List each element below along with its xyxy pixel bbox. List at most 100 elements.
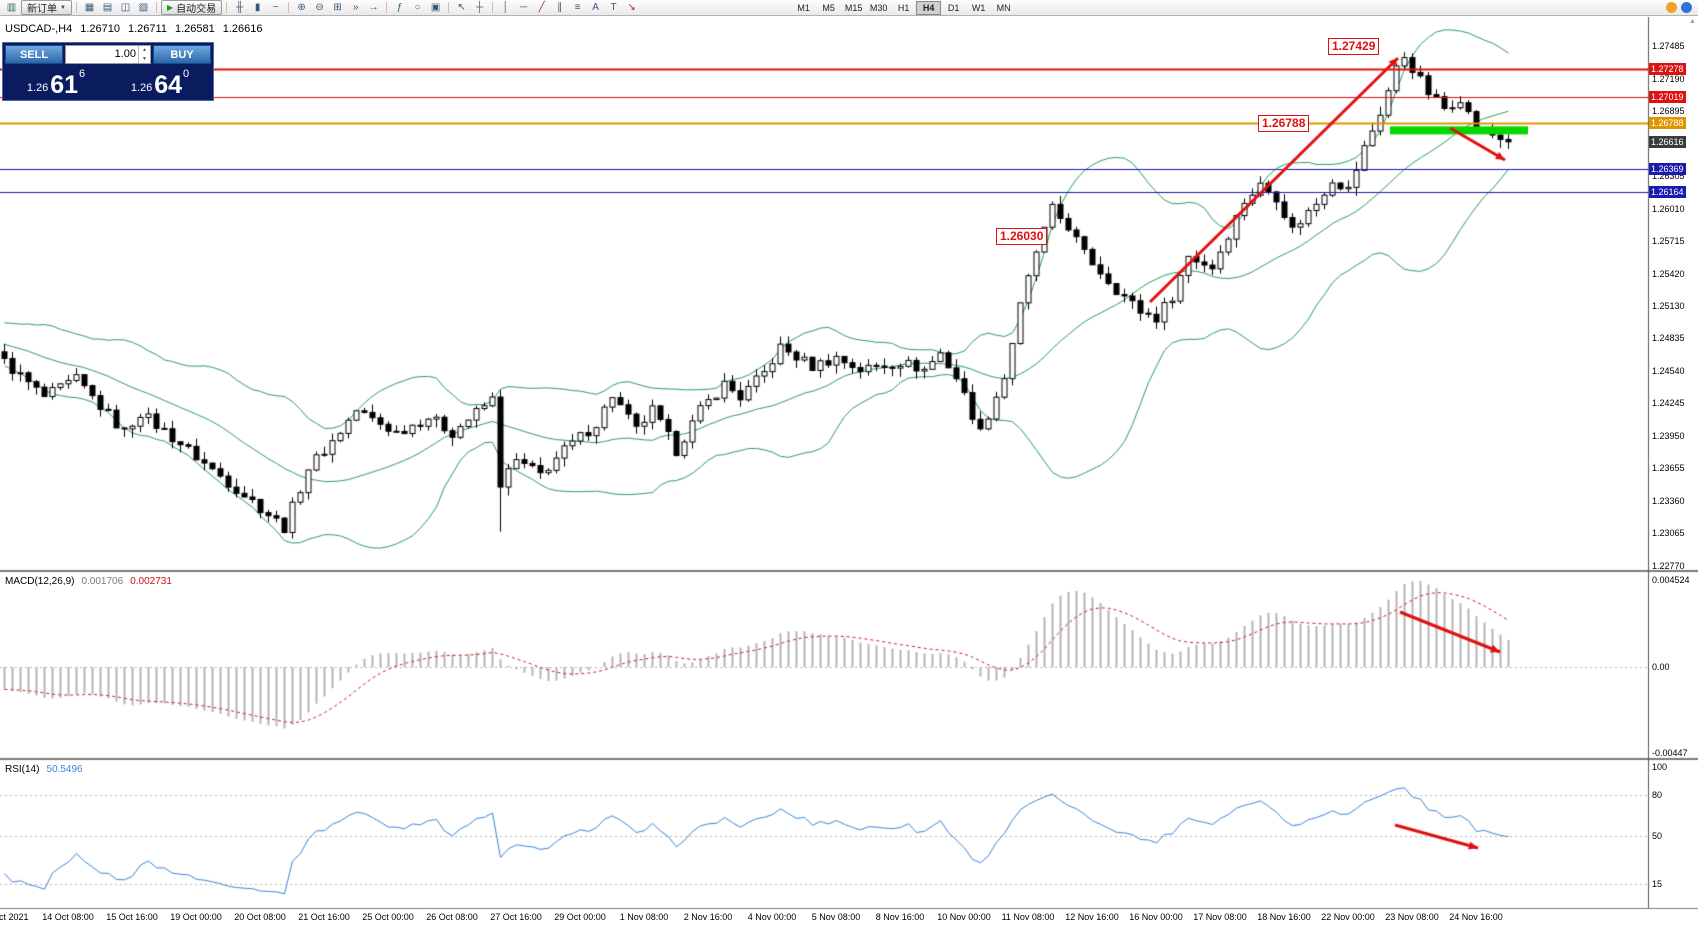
buy-price-big: 64 xyxy=(154,71,183,99)
time-axis-label: 18 Nov 16:00 xyxy=(1257,912,1311,922)
price-axis-label: 1.25715 xyxy=(1652,236,1685,247)
chart-canvas[interactable] xyxy=(0,17,1698,929)
high-value: 1.26711 xyxy=(128,23,167,35)
sell-button[interactable]: SELL xyxy=(5,45,63,64)
price-axis-label: 1.24540 xyxy=(1652,365,1685,376)
price-tag: 1.27019 xyxy=(1649,91,1686,104)
toolbar: ▥ 新订单 ▼ ▦ ▤ ◫ ▧ ▶ 自动交易 ╫ ▮ ~ ⊕ ⊖ ⊞ » → ƒ ○ ▣ ↖ ┼ │ ─ ╱ ∥ ≡ A T ↘ M1 M5 M… xyxy=(0,0,1698,16)
price-axis-label: 1.26895 xyxy=(1652,106,1685,117)
trendline-icon[interactable]: ╱ xyxy=(538,2,545,13)
new-order-button[interactable]: 新订单 ▼ xyxy=(21,0,72,15)
price-axis-label: 1.26305 xyxy=(1652,171,1685,182)
timeframe-m30[interactable]: M30 xyxy=(869,2,888,13)
time-axis-label: 19 Oct 00:00 xyxy=(170,912,222,922)
spinner-down-icon[interactable]: ▼ xyxy=(142,55,147,62)
buy-price-prefix: 1.26 xyxy=(130,82,153,94)
time-axis-label: 12 Nov 16:00 xyxy=(1065,912,1119,922)
price-axis-label: 1.25420 xyxy=(1652,268,1685,279)
open-value: 1.26710 xyxy=(80,23,120,35)
new-chart-icon[interactable]: ▥ xyxy=(6,2,17,13)
timeframe-m15[interactable]: M15 xyxy=(844,2,863,13)
bar-chart-icon[interactable]: ╫ xyxy=(236,2,244,13)
periods-icon[interactable]: ○ xyxy=(414,2,421,13)
new-order-button-label: 新订单 xyxy=(27,4,57,15)
autotrading-play-icon: ▶ xyxy=(166,3,174,12)
time-axis-label: 22 Nov 00:00 xyxy=(1321,912,1375,922)
rsi-axis-label: 100 xyxy=(1652,762,1668,772)
macd-label: MACD(12,26,9) xyxy=(5,576,75,587)
buy-price-display[interactable]: 1.26 64 0 xyxy=(109,66,211,98)
price-axis-label: 1.22770 xyxy=(1652,561,1685,571)
indicators-icon[interactable]: ƒ xyxy=(396,2,403,13)
zoom-in-icon[interactable]: ⊕ xyxy=(297,2,306,13)
candle-chart-icon[interactable]: ▮ xyxy=(254,2,261,13)
price-annotation[interactable]: 1.26030 xyxy=(996,228,1048,245)
sell-price-big: 61 xyxy=(50,71,79,99)
price-axis-label: 1.24245 xyxy=(1652,398,1685,409)
navigator-icon[interactable]: ▧ xyxy=(138,2,149,13)
news-badge[interactable] xyxy=(1681,2,1692,13)
price-tag: 1.26369 xyxy=(1649,163,1686,176)
time-axis-label: 23 Nov 08:00 xyxy=(1385,912,1439,922)
time-axis-label: 27 Oct 16:00 xyxy=(490,912,542,922)
time-axis-label: 25 Oct 00:00 xyxy=(362,912,414,922)
profiles-icon[interactable]: ▦ xyxy=(84,2,95,13)
timeframe-w1[interactable]: W1 xyxy=(971,2,986,13)
line-chart-icon[interactable]: ~ xyxy=(272,2,279,13)
market-watch-icon[interactable]: ▤ xyxy=(102,2,113,13)
timeframe-h4[interactable]: H4 xyxy=(916,0,942,15)
volume-input[interactable]: 1.00 xyxy=(114,48,136,60)
time-axis-label: 15 Oct 16:00 xyxy=(106,912,158,922)
horizontal-line-icon[interactable]: ─ xyxy=(520,2,528,13)
time-axis-label: 1 Nov 08:00 xyxy=(619,912,669,922)
price-axis-label: 1.23950 xyxy=(1652,430,1685,441)
time-axis-label: 2 Nov 16:00 xyxy=(683,912,733,922)
macd-indicator-header: MACD(12,26,9) 0.001706 0.002731 xyxy=(5,576,172,587)
time-axis-label: 20 Oct 08:00 xyxy=(234,912,286,922)
chart-window: USDCAD-,H4 1.26710 1.26711 1.26581 1.266… xyxy=(0,17,1698,929)
channel-icon[interactable]: ∥ xyxy=(557,2,563,13)
timeframe-mn[interactable]: MN xyxy=(996,2,1011,13)
time-axis-label: 13 Oct 2021 xyxy=(0,912,29,922)
text-icon[interactable]: A xyxy=(592,2,599,13)
cursor-icon[interactable]: ↖ xyxy=(457,2,466,13)
templates-icon[interactable]: ▣ xyxy=(430,2,441,13)
data-window-icon[interactable]: ◫ xyxy=(120,2,131,13)
auto-scroll-icon[interactable]: » xyxy=(352,2,359,13)
crosshair-icon[interactable]: ┼ xyxy=(476,2,484,13)
volume-box: 1.00 ▲ ▼ xyxy=(65,45,151,64)
price-axis-label: 1.23065 xyxy=(1652,528,1685,539)
arrows-tool-icon[interactable]: ↘ xyxy=(627,2,636,13)
tile-windows-icon[interactable]: ⊞ xyxy=(333,2,342,13)
toolbar-separator xyxy=(448,2,450,13)
price-annotation[interactable]: 1.26788 xyxy=(1258,115,1310,132)
timeframe-m1[interactable]: M1 xyxy=(797,2,810,13)
buy-button[interactable]: BUY xyxy=(153,45,211,64)
macd-main-value: 0.001706 xyxy=(81,576,124,587)
price-axis[interactable]: ▲ 1.274851.271901.268951.266001.263051.2… xyxy=(1649,17,1698,929)
price-axis-label: 1.27485 xyxy=(1652,41,1685,51)
timeframe-d1[interactable]: D1 xyxy=(947,2,960,13)
sell-price-display[interactable]: 1.26 61 6 xyxy=(5,66,107,98)
time-axis-label: 21 Oct 16:00 xyxy=(298,912,350,922)
zoom-out-icon[interactable]: ⊖ xyxy=(315,2,324,13)
sell-price-pip: 6 xyxy=(79,68,86,80)
time-axis-label: 5 Nov 08:00 xyxy=(811,912,861,922)
price-annotation[interactable]: 1.27429 xyxy=(1328,38,1380,55)
chart-shift-icon[interactable]: → xyxy=(368,2,379,13)
price-tag: 1.26616 xyxy=(1649,135,1686,148)
price-axis-label: 1.25130 xyxy=(1652,300,1685,311)
community-badge[interactable] xyxy=(1666,2,1677,13)
vertical-line-icon[interactable]: │ xyxy=(502,2,509,13)
fibonacci-icon[interactable]: ≡ xyxy=(574,2,581,13)
label-icon[interactable]: T xyxy=(610,2,617,13)
close-value: 1.26616 xyxy=(222,23,263,35)
autotrading-button[interactable]: ▶ 自动交易 xyxy=(160,0,223,15)
toolbar-separator xyxy=(288,2,290,13)
timeframe-m5[interactable]: M5 xyxy=(822,2,835,13)
spinner-up-icon[interactable]: ▲ xyxy=(142,47,147,53)
toolbar-separator xyxy=(492,2,494,13)
buy-price-pip: 0 xyxy=(183,68,190,80)
timeframe-h1[interactable]: H1 xyxy=(897,2,910,13)
